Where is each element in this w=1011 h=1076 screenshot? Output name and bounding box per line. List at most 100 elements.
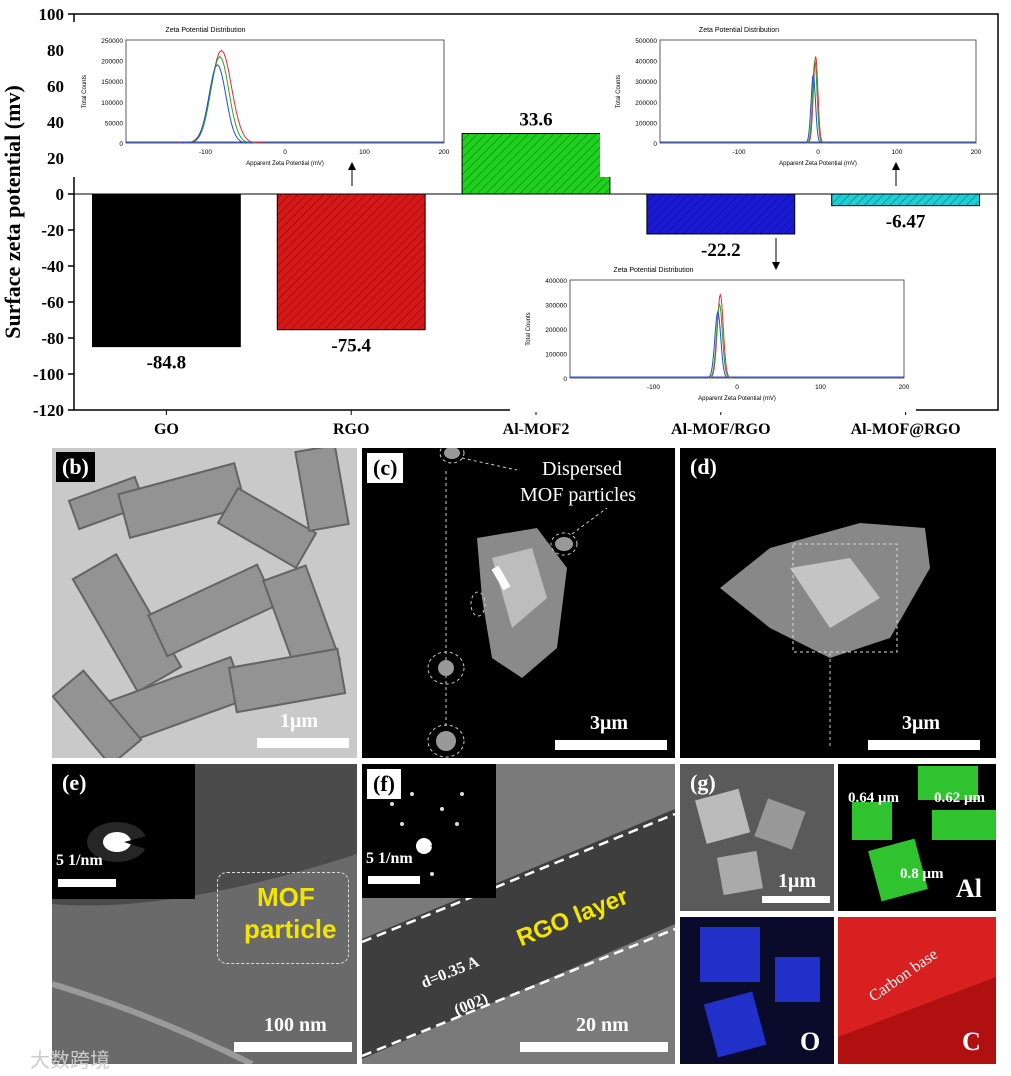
- panel-d-sem: (d) 3μm: [680, 448, 996, 758]
- inset-title: Zeta Potential Distribution: [613, 267, 693, 274]
- y-tick-label: 0: [56, 185, 65, 204]
- inset-xlabel: Apparent Zeta Potential (mV): [246, 161, 324, 167]
- annotation-mof-particles: MOF particles: [520, 484, 637, 506]
- x-tick-label: RGO: [333, 421, 369, 438]
- scale-bar: [762, 896, 830, 903]
- annotation-dispersed: Dispersed: [542, 458, 622, 480]
- inset-ytick-label: 200000: [545, 327, 567, 334]
- particle-cluster: [427, 448, 608, 758]
- scale-text: 1μm: [778, 870, 816, 892]
- bar-hatch: [92, 194, 241, 347]
- watermark: 大数跨境: [30, 1048, 110, 1072]
- inset-ytick-label: 100000: [545, 352, 567, 359]
- inset-ytick-label: 0: [653, 141, 657, 148]
- inset-xlabel: Apparent Zeta Potential (mV): [779, 161, 857, 167]
- c-label: C: [962, 1027, 981, 1056]
- scale-bar: [868, 740, 980, 750]
- panel-g-al-map: 0.64 μm 0.62 μm 0.8 μm Al: [838, 764, 996, 911]
- inset-ytick-label: 0: [119, 141, 123, 148]
- zeta-potential-chart: 100806040200-20-40-60-80-100-120Surface …: [0, 5, 999, 438]
- o-label: O: [800, 1027, 821, 1056]
- inset-frame: [569, 279, 905, 379]
- panel-g-o-map: O: [680, 917, 834, 1064]
- inset-ytick-label: 250000: [101, 38, 123, 45]
- panel-d-label: (d): [684, 452, 723, 482]
- bar-hatch: [646, 194, 795, 234]
- y-tick-label: -80: [41, 329, 64, 348]
- inset-curve: [178, 49, 265, 144]
- scale-bar: [257, 738, 349, 748]
- scale-text: 3μm: [590, 712, 628, 734]
- scale-text: 20 nm: [576, 1014, 629, 1036]
- rod-particles: [52, 448, 350, 758]
- composite-particle: [720, 523, 930, 746]
- inset-background: [600, 22, 988, 177]
- panel-g-c-map: Carbon base C: [838, 917, 996, 1064]
- x-tick-label: Al-MOF2: [503, 421, 570, 438]
- inset-ylabel: Total Counts: [616, 75, 622, 108]
- inset-xlabel: Apparent Zeta Potential (mV): [698, 396, 776, 402]
- scale-text: 100 nm: [264, 1014, 327, 1036]
- x-tick-label: GO: [154, 421, 179, 438]
- inset-title: Zeta Potential Distribution: [165, 27, 245, 34]
- panel-e-tem: 5 1/nm (e) MOF particle 100 nm: [52, 764, 357, 1064]
- data-label: 33.6: [519, 110, 552, 131]
- inset-xtick-label: 0: [283, 149, 287, 156]
- y-tick-label: -120: [33, 401, 64, 420]
- arrow-head: [772, 262, 780, 270]
- y-tick-label: 80: [47, 41, 64, 60]
- y-tick-label: 20: [47, 149, 64, 168]
- inset-frame: [125, 39, 445, 144]
- inset-ytick-label: 50000: [105, 120, 123, 127]
- inset-curve: [181, 63, 254, 144]
- inset-background: [66, 22, 456, 177]
- inset-ytick-label: 500000: [635, 38, 657, 45]
- panel-b-label: (b): [56, 452, 95, 482]
- panel-g-label: (g): [690, 770, 716, 795]
- bar-hatch: [462, 133, 610, 194]
- inset-ylabel: Total Counts: [82, 75, 88, 108]
- y-tick-label: 60: [47, 77, 64, 96]
- inset-scale-bar: [58, 879, 116, 887]
- panel-c-sem: (c) Dispersed MOF particles 3μm: [362, 448, 675, 758]
- y-tick-label: -100: [33, 365, 64, 384]
- y-tick-label: -40: [41, 257, 64, 276]
- x-tick-label: Al-MOF/RGO: [671, 421, 771, 438]
- inset-xtick-label: 200: [439, 149, 450, 156]
- inset-xtick-label: 200: [899, 384, 910, 391]
- inset-ytick-label: 0: [563, 376, 567, 383]
- panel-f-label: (f): [366, 768, 402, 800]
- y-tick-label: -60: [41, 293, 64, 312]
- y-tick-label: -20: [41, 221, 64, 240]
- bar-hatch: [831, 194, 980, 206]
- scale-text: 1μm: [280, 710, 318, 732]
- inset-ytick-label: 300000: [635, 79, 657, 86]
- dim-062: 0.62 μm: [934, 790, 985, 806]
- inset-xtick-label: 100: [815, 384, 826, 391]
- data-label: -84.8: [147, 353, 187, 374]
- inset-xtick-label: 100: [359, 149, 370, 156]
- data-label: -75.4: [331, 336, 371, 357]
- inset-xtick-label: -100: [199, 149, 212, 156]
- inset-curve: [803, 73, 823, 144]
- y-axis-label: Surface zeta potential (mv): [0, 85, 25, 339]
- inset-curve: [806, 56, 826, 144]
- panel-e-label: (e): [56, 768, 93, 798]
- inset-ytick-label: 150000: [101, 79, 123, 86]
- inset-ytick-label: 300000: [545, 303, 567, 310]
- scale-text: 3μm: [902, 712, 940, 734]
- inset-curve: [707, 292, 733, 379]
- al-label: Al: [956, 874, 982, 903]
- arrow-head: [892, 162, 900, 170]
- lattice-region: [362, 809, 675, 1059]
- inset-ylabel: Total Counts: [526, 312, 532, 345]
- data-label: -6.47: [886, 212, 926, 233]
- y-tick-label: 40: [47, 113, 64, 132]
- data-label: -22.2: [701, 240, 741, 261]
- tem-background: [52, 854, 357, 1064]
- diffraction-inset: 5 1/nm: [362, 764, 496, 898]
- inset-frame: [659, 39, 977, 144]
- panel-f-hrtem: 5 1/nm (f) RGO layer d=0.35 A (002) 20 n…: [362, 764, 675, 1064]
- inset-xtick-label: 0: [816, 149, 820, 156]
- inset-ytick-label: 400000: [635, 59, 657, 66]
